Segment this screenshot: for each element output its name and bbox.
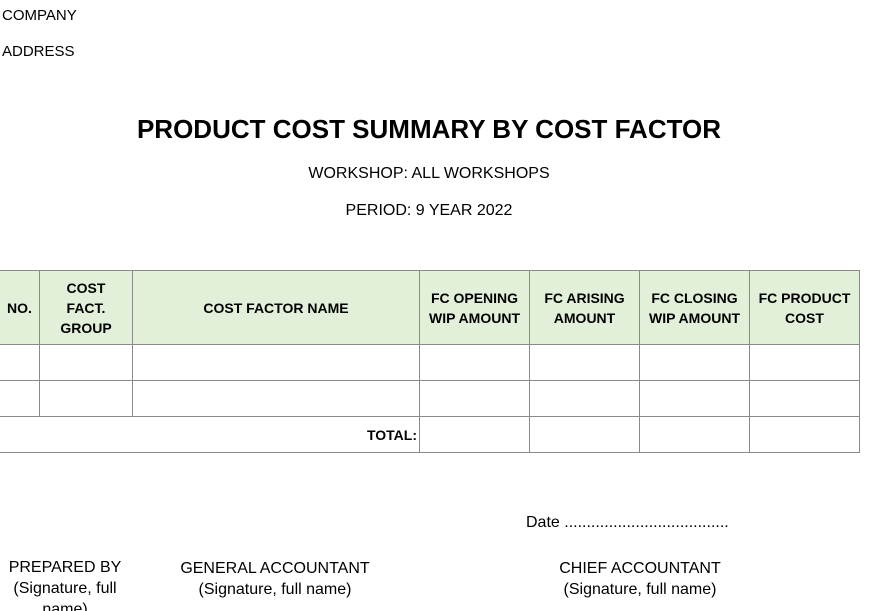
col-header-closing-wip: FC CLOSING WIP AMOUNT [639,270,750,345]
table-cell[interactable] [132,380,420,417]
table-cell[interactable] [749,380,860,417]
col-header-product-cost: FC PRODUCT COST [749,270,860,345]
table-cell[interactable] [529,344,640,381]
col-header-cost-factor-name: COST FACTOR NAME [132,270,420,345]
table-cell[interactable] [39,380,133,417]
cost-summary-table: NO. COST FACT. GROUP COST FACTOR NAME FC… [0,270,860,453]
col-header-arising: FC ARISING AMOUNT [529,270,640,345]
total-opening-wip[interactable] [419,416,530,453]
report-title: PRODUCT COST SUMMARY BY COST FACTOR [136,114,722,144]
date-line: Date ...................................… [526,514,729,531]
table-cell[interactable] [529,380,640,417]
total-arising[interactable] [529,416,640,453]
total-product-cost[interactable] [749,416,860,453]
table-cell[interactable] [132,344,420,381]
signature-note: (Signature, full name) [198,581,352,598]
signature-title: CHIEF ACCOUNTANT [559,560,721,577]
company-label: COMPANY [2,7,77,24]
signature-prepared-by: PREPARED BY (Signature, full name) [0,557,130,611]
total-row: TOTAL: [0,416,860,453]
col-header-no: NO. [0,270,40,345]
table-cell[interactable] [0,344,40,381]
table-header-row: NO. COST FACT. GROUP COST FACTOR NAME FC… [0,270,860,345]
address-label: ADDRESS [2,43,75,60]
signature-title: GENERAL ACCOUNTANT [180,560,370,577]
workshop-line: WORKSHOP: ALL WORKSHOPS [308,165,550,182]
col-header-cost-fact-group: COST FACT. GROUP [39,270,133,345]
table-cell[interactable] [639,380,750,417]
period-line: PERIOD: 9 YEAR 2022 [345,202,513,219]
table-cell[interactable] [749,344,860,381]
signature-title: PREPARED BY [8,559,122,576]
total-closing-wip[interactable] [639,416,750,453]
table-cell[interactable] [39,344,133,381]
signature-chief-accountant: CHIEF ACCOUNTANT (Signature, full name) [540,558,740,600]
table-cell[interactable] [419,344,530,381]
table-row [0,380,860,417]
total-label: TOTAL: [0,416,420,453]
signature-note: (Signature, full name) [13,580,117,611]
table-row [0,344,860,381]
signature-note: (Signature, full name) [563,581,717,598]
table-cell[interactable] [639,344,750,381]
signature-general-accountant: GENERAL ACCOUNTANT (Signature, full name… [170,558,380,600]
table-cell[interactable] [0,380,40,417]
col-header-opening-wip: FC OPENING WIP AMOUNT [419,270,530,345]
table-cell[interactable] [419,380,530,417]
